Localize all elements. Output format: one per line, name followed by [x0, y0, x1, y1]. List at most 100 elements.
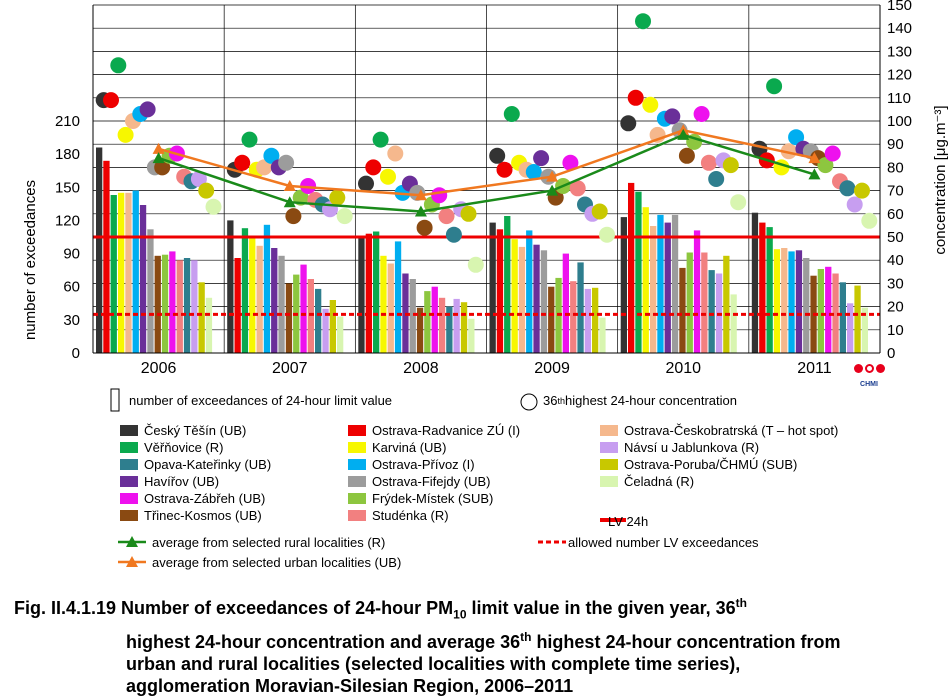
axes: 0 30 60 90 120 150 180 210 0 10 20 30 40 50 60 70 80 90 10…	[22, 0, 949, 377]
right-tick-12: 120	[887, 67, 912, 84]
point-2008-7	[380, 168, 396, 185]
bar-2011-7	[773, 249, 781, 353]
right-tick-1: 10	[887, 322, 904, 339]
rural_avg-legend-marker	[126, 536, 138, 547]
bar-2007-9	[278, 255, 285, 353]
bar-2008-15	[468, 318, 475, 353]
bar-2007-1	[241, 228, 249, 353]
point-2010-2	[708, 171, 725, 187]
point-2010-3	[664, 108, 681, 125]
point-2009-11	[569, 180, 586, 197]
bar-2010-15	[730, 294, 737, 353]
right-tick-10: 100	[887, 113, 912, 130]
point-2010-1	[635, 13, 651, 30]
point-2009-15	[599, 226, 615, 243]
bar-2006-15	[205, 297, 213, 353]
bar-2008-0	[358, 237, 365, 353]
bar-2009-3	[533, 244, 540, 353]
bar-2009-15	[599, 317, 606, 353]
point-2008-4	[431, 187, 448, 204]
urban-avg-marker-2008	[414, 189, 427, 201]
point-2008-0	[358, 175, 374, 192]
point-2007-5	[285, 208, 302, 225]
legend-bar-swatch	[110, 388, 120, 412]
reference-lines	[93, 235, 880, 316]
point-2009-4	[562, 154, 579, 171]
bar-2007-5	[285, 283, 293, 353]
caption-sub: 10	[453, 607, 467, 622]
bar-2007-15	[337, 316, 344, 353]
point-2010-15	[730, 194, 747, 211]
caption-sup2: th	[520, 629, 532, 644]
bar-2011-8	[788, 251, 795, 353]
bar-2009-14	[592, 287, 599, 353]
bar-2006-9	[147, 229, 154, 353]
bar-2006-5	[154, 255, 161, 353]
bar-2011-11	[832, 273, 839, 353]
bar-2008-11	[438, 297, 446, 353]
bar-2009-5	[548, 286, 555, 353]
left-tick-3: 90	[63, 246, 80, 263]
right-tick-13: 130	[887, 43, 912, 60]
bar-2008-7	[380, 255, 387, 353]
right-tick-15: 150	[887, 0, 912, 14]
bar-2006-11	[176, 260, 183, 353]
bar-2008-12	[387, 263, 394, 353]
right-tick-4: 40	[887, 252, 904, 269]
caption-line-4: agglomeration Moravian-Silesian Region, …	[126, 675, 574, 696]
bar-2011-14	[854, 285, 861, 353]
bars	[96, 147, 868, 353]
bar-2011-4	[825, 266, 832, 353]
year-label-2008: 2008	[403, 360, 439, 377]
bar-2006-6	[103, 160, 110, 353]
point-2010-11	[700, 154, 717, 171]
point-2007-6	[234, 154, 251, 171]
right-tick-5: 50	[887, 229, 904, 246]
bar-2007-4	[300, 264, 307, 353]
legend-marks	[110, 388, 626, 567]
bar-2007-6	[234, 258, 241, 353]
point-2006-5	[154, 159, 171, 176]
caption-line2b: highest 24-hour concentration from	[531, 631, 841, 652]
year-label-2010: 2010	[665, 360, 701, 377]
urban-avg-marker-2011	[808, 152, 821, 164]
bar-2009-0	[489, 222, 496, 353]
bar-2010-1	[635, 191, 642, 353]
bar-2007-7	[249, 238, 256, 353]
bar-2006-7	[118, 192, 125, 353]
bar-2008-13	[453, 298, 460, 353]
bar-2009-2	[577, 262, 584, 353]
point-2010-14	[722, 157, 739, 174]
point-2007-15	[336, 208, 353, 225]
bar-2008-6	[365, 233, 372, 353]
bar-2007-0	[227, 220, 234, 353]
left-axis-title: number of exceedances	[22, 180, 39, 340]
urban-avg-marker-2009	[546, 170, 559, 182]
point-2009-0	[489, 147, 506, 164]
bar-2008-5	[416, 307, 424, 353]
right-tick-9: 90	[887, 136, 904, 153]
rural-avg-marker-2010	[677, 128, 690, 140]
bar-2010-12	[650, 226, 657, 353]
bar-2009-1	[504, 216, 511, 353]
bar-2006-4	[169, 251, 176, 353]
caption-prefix: Fig. II.4.1.19 Number of exceedances of …	[14, 598, 454, 618]
point-2008-15	[467, 256, 484, 273]
point-2010-5	[678, 147, 695, 164]
bar-2007-3	[271, 248, 278, 353]
year-label-2009: 2009	[534, 360, 570, 377]
left-tick-1: 30	[63, 312, 80, 329]
point-2010-4	[693, 106, 710, 122]
bar-2008-2	[446, 306, 453, 353]
bar-2007-12	[256, 245, 263, 353]
bar-2007-13	[322, 308, 329, 353]
bar-2010-9	[671, 214, 679, 353]
point-2006-1	[110, 57, 127, 74]
right-tick-2: 20	[887, 299, 904, 316]
left-tick-6: 180	[55, 146, 80, 163]
point-2006-14	[198, 182, 215, 199]
bar-2011-9	[803, 258, 810, 353]
bar-2006-13	[191, 260, 198, 353]
right-tick-8: 80	[887, 159, 904, 176]
bar-2010-0	[620, 217, 627, 353]
